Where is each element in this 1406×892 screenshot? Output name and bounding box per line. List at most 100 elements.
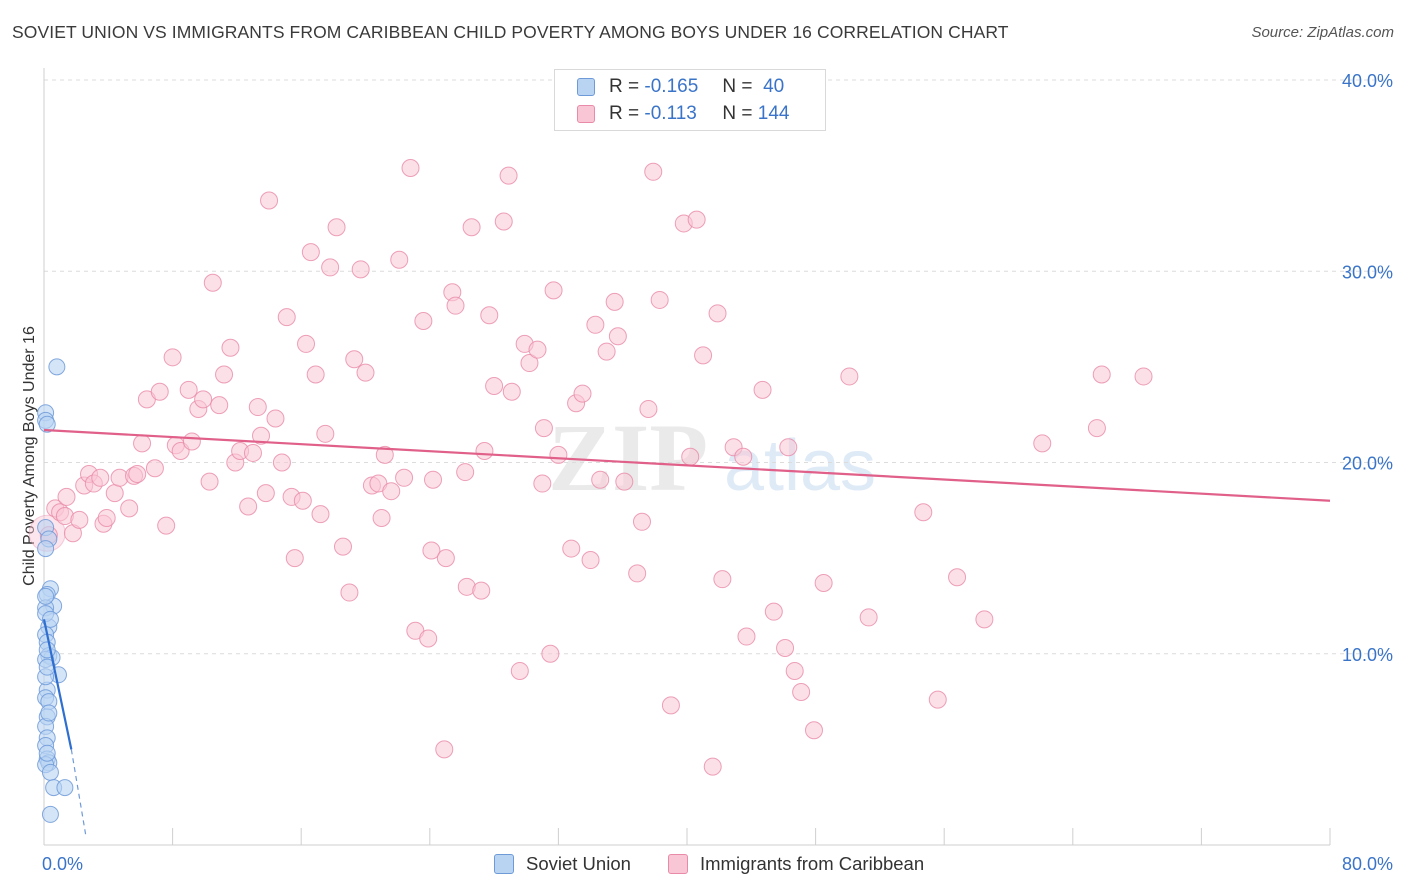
caribbean-point — [252, 426, 271, 445]
caribbean-point — [446, 296, 465, 315]
soviet-point — [48, 358, 66, 376]
tick-labels: 10.0% 20.0% 30.0% 40.0% 0.0% 80.0% — [42, 71, 1393, 874]
y-tick-label: 40.0% — [1342, 71, 1393, 91]
caribbean-point — [436, 549, 455, 568]
y-tick-label: 20.0% — [1342, 454, 1393, 474]
caribbean-point — [382, 482, 401, 501]
caribbean-point — [182, 432, 201, 451]
caribbean-point — [91, 468, 110, 487]
legend-n-label: N = — [722, 103, 753, 124]
caribbean-point — [194, 390, 213, 409]
caribbean-point — [687, 210, 706, 229]
x-tick-label: 80.0% — [1342, 854, 1393, 874]
caribbean-point — [215, 365, 234, 384]
caribbean-point — [605, 292, 624, 311]
caribbean-point — [419, 629, 438, 648]
caribbean-point — [435, 740, 454, 759]
caribbean-point — [510, 661, 529, 680]
caribbean-point — [150, 382, 169, 401]
caribbean-point — [703, 757, 722, 776]
caribbean-point — [200, 472, 219, 491]
soviet-point — [37, 587, 55, 605]
caribbean-point — [814, 573, 833, 592]
caribbean-point — [520, 354, 539, 373]
caribbean-point — [639, 399, 658, 418]
caribbean-point — [277, 308, 296, 327]
soviet-point — [41, 763, 59, 781]
caribbean-point — [311, 505, 330, 524]
caribbean-point — [456, 463, 475, 482]
caribbean-point — [390, 250, 409, 269]
watermark-atlas: atlas — [724, 426, 876, 506]
caribbean-trend-line — [43, 428, 1331, 502]
soviet-point — [38, 415, 56, 433]
caribbean-point — [480, 306, 499, 325]
caribbean-point — [316, 424, 335, 443]
caribbean-point — [597, 342, 616, 361]
caribbean-point — [105, 484, 124, 503]
caribbean-point — [333, 537, 352, 556]
caribbean-point — [650, 290, 669, 309]
caribbean-point — [266, 409, 285, 428]
caribbean-point — [544, 281, 563, 300]
caribbean-point — [549, 445, 568, 464]
caribbean-point — [203, 273, 222, 292]
caribbean-point — [462, 218, 481, 237]
soviet-swatch — [577, 78, 595, 96]
caribbean-point — [321, 258, 340, 277]
caribbean-point — [764, 602, 783, 621]
caribbean-point — [221, 338, 240, 357]
caribbean-point — [97, 508, 116, 527]
legend-row-soviet: R = -0.165 N = 40 — [577, 74, 784, 100]
source-label: Source: ZipAtlas.com — [1251, 24, 1394, 41]
caribbean-point — [145, 459, 164, 478]
caribbean-point — [57, 487, 76, 506]
soviet-point — [38, 658, 56, 676]
soviet-points — [37, 358, 74, 823]
caribbean-point — [533, 474, 552, 493]
grid-lines — [44, 79, 1393, 655]
caribbean-point — [499, 166, 518, 185]
caribbean-point — [285, 549, 304, 568]
caribbean-point — [401, 158, 420, 177]
caribbean-point — [297, 334, 316, 353]
y-tick-label: 30.0% — [1342, 262, 1393, 282]
caribbean-point — [840, 367, 859, 386]
caribbean-point — [737, 627, 756, 646]
caribbean-point — [475, 442, 494, 461]
caribbean-point — [157, 516, 176, 535]
caribbean-point — [581, 551, 600, 570]
caribbean-point — [414, 311, 433, 330]
caribbean-point — [372, 508, 391, 527]
caribbean-point — [914, 503, 933, 522]
caribbean-point — [502, 382, 521, 401]
caribbean-point — [1134, 367, 1153, 386]
y-tick-label: 10.0% — [1342, 645, 1393, 665]
caribbean-point — [779, 438, 798, 457]
soviet-point — [56, 779, 74, 797]
caribbean-point — [345, 350, 364, 369]
caribbean-point — [608, 327, 627, 346]
caribbean-point — [928, 690, 947, 709]
x-tick-label: 0.0% — [42, 854, 83, 874]
soviet-point — [41, 805, 59, 823]
caribbean-point — [753, 380, 772, 399]
legend-r-value-soviet: -0.165 — [644, 76, 699, 97]
correlation-legend: R = -0.165 N = 40 R = -0.113 N = 144 — [554, 69, 826, 131]
caribbean-point — [785, 661, 804, 680]
caribbean-point — [573, 384, 592, 403]
caribbean-point — [541, 644, 560, 663]
caribbean-point — [708, 304, 727, 323]
caribbean-point — [422, 541, 441, 560]
soviet-trend-extension — [70, 749, 87, 836]
caribbean-point — [301, 243, 320, 262]
caribbean-legend-label: Immigrants from Caribbean — [700, 853, 925, 874]
soviet-legend-label: Soviet Union — [526, 853, 631, 874]
caribbean-point — [792, 683, 811, 701]
caribbean-point — [163, 348, 182, 367]
caribbean-point — [293, 491, 312, 510]
caribbean-point — [179, 380, 198, 399]
soviet-point — [41, 610, 59, 628]
caribbean-point — [1087, 419, 1106, 438]
caribbean-point — [395, 468, 414, 487]
